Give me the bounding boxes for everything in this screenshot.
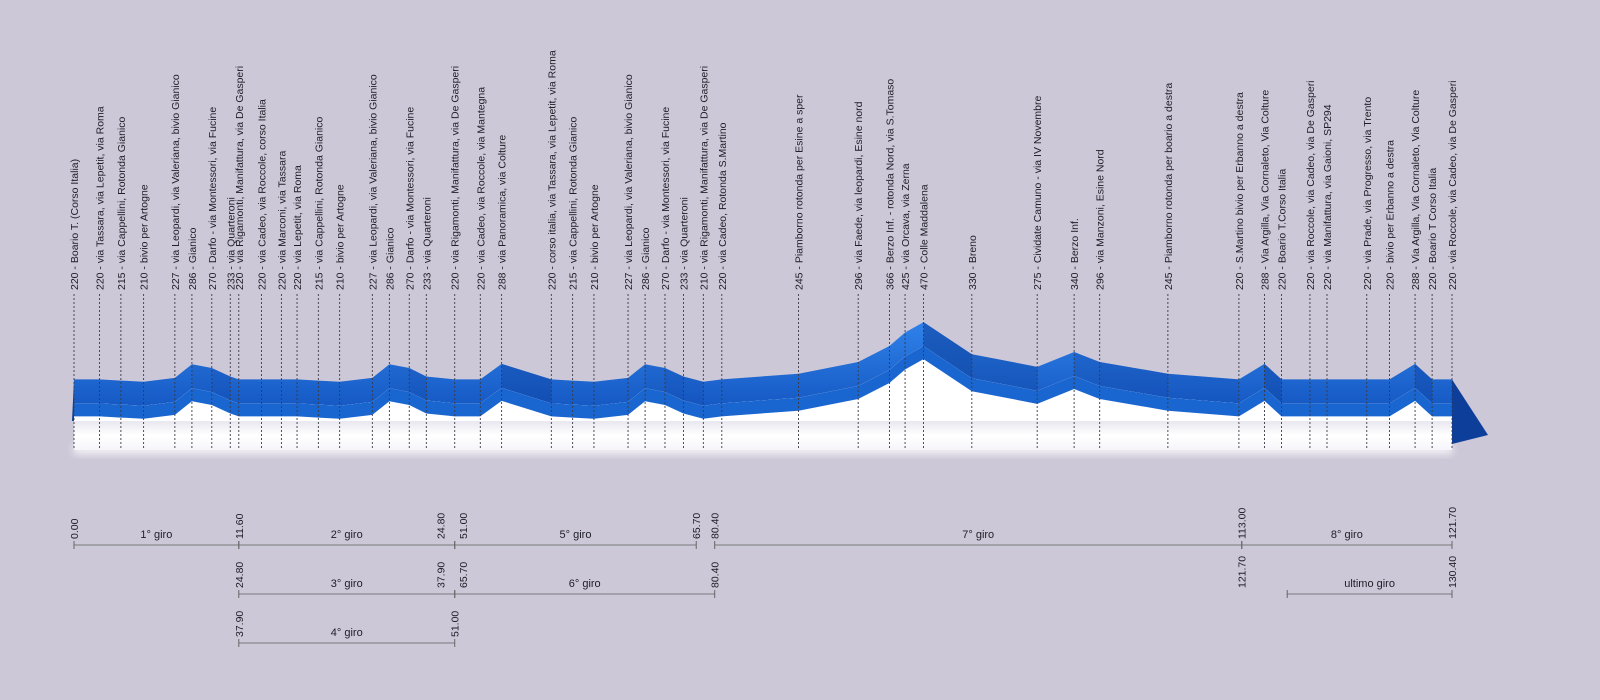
waypoint-label: 233 - via Quarteroni: [421, 197, 433, 290]
waypoint-label: 270 - Darfo - via Montessori, via Fucine: [207, 107, 219, 290]
profile-shade-facet: [971, 354, 1038, 391]
lap-name: 7° giro: [962, 529, 994, 541]
profile-shade-facet: [1167, 373, 1239, 404]
waypoint-label: 220 - corso italia, via Tassara, via Lep…: [546, 50, 558, 290]
km-marker: 51.00: [458, 513, 470, 539]
waypoint-label: 275 - Cividate Camuno - via IV Novembre: [1032, 96, 1044, 290]
waypoint-label: 220 - Boario T Corso Italia: [1427, 168, 1439, 290]
km-marker: 65.70: [458, 562, 470, 588]
km-marker: 121.70: [1237, 556, 1249, 588]
waypoint-label: 220 - Boario T.Corso Italia: [1277, 169, 1289, 290]
profile-shade-facet: [211, 367, 231, 401]
waypoint-label: 233 - via Quarteroni: [225, 197, 237, 290]
profile-shade-facet: [664, 367, 684, 401]
km-marker: 80.40: [710, 513, 722, 539]
waypoint-label: 340 - Berzo Inf.: [1069, 218, 1081, 290]
profile-shade-facet: [923, 322, 972, 379]
km-marker: 24.80: [234, 562, 246, 588]
waypoint-label: 220 - via Tassara, via Lepetit, via Roma: [95, 106, 107, 290]
km-marker: 0.00: [69, 518, 81, 539]
profile-shade-facet: [645, 364, 665, 392]
waypoint-label: 286 - Gianico: [384, 227, 396, 290]
profile-end-cap: [1452, 379, 1488, 444]
waypoint-label: 220 - via Lepetit, via Roma: [292, 165, 304, 290]
lap-name: ultimo giro: [1344, 578, 1395, 590]
waypoint-label: 220 - via Manifattura, via Gaioni, SP294: [1322, 104, 1334, 290]
profile-shade-facet: [1099, 362, 1168, 398]
profile-shade-facet: [501, 363, 552, 404]
waypoint-label: 220 - via Cadeo, via Roccole, via Manteg…: [475, 87, 487, 290]
profile-shade-facet: [1415, 363, 1433, 404]
waypoint-label: 245 - Piamborno rotonda per Esine a sper: [794, 94, 806, 290]
lap-name: 4° giro: [331, 627, 363, 639]
profile-front-band: [74, 346, 1452, 419]
lap-name: 5° giro: [560, 529, 592, 541]
waypoint-label: 288 - via Panoramica, via Colture: [497, 135, 509, 290]
km-marker: 121.70: [1447, 507, 1459, 539]
waypoint-label: 227 - via Leopardi, via Valeriana, bivio…: [623, 74, 635, 290]
lap-name: 3° giro: [331, 578, 363, 590]
waypoint-label: 215 - via Cappellini, Rotonda Gianico: [568, 116, 580, 290]
waypoint-label: 366 - Berzo Inf. - rotonda Nord, via S.T…: [884, 79, 896, 290]
waypoint-label: 210 - bivio per Artogne: [335, 184, 347, 290]
waypoint-label: 330 - Breno: [967, 235, 979, 290]
waypoint-label: 270 - Darfo - via Montessori, via Fucine: [660, 107, 672, 290]
km-marker: 113.00: [1237, 508, 1249, 539]
waypoint-label: 220 - via Rigamonti, Manifattura, via De…: [450, 66, 462, 290]
lap-name: 2° giro: [331, 529, 363, 541]
waypoint-label: 220 - via Cadeo, via Roccole, corso Ital…: [257, 99, 269, 290]
waypoint-label: 227 - via Leopardi, via Valeriana, bivio…: [170, 74, 182, 290]
waypoint-label: 220 - bivio per Erbanno a destra: [1384, 140, 1396, 290]
waypoint-label: 286 - Gianico: [187, 227, 199, 290]
lap-name: 8° giro: [1331, 529, 1363, 541]
profile-shade-facet: [1264, 363, 1282, 404]
profile-shade-facet: [191, 364, 212, 392]
waypoint-label: 215 - via Cappellini, Rotonda Gianico: [313, 116, 325, 290]
waypoint-label: 220 - via Rigamonti, Manifattura, via De…: [234, 66, 246, 290]
waypoint-label: 296 - via Manzoni, Esine Nord: [1095, 149, 1107, 290]
profile-top-surface: [74, 322, 1452, 406]
waypoint-label: 220 - via Roccole, via Cadeo, via De Gas…: [1305, 80, 1317, 290]
lap-name: 6° giro: [569, 578, 601, 590]
km-marker: 37.90: [436, 562, 448, 588]
waypoint-label: 220 - via Marconi, via Tassara: [276, 151, 288, 290]
waypoint-label: 227 - via Leopardi, via Valeriana, bivio…: [367, 74, 379, 290]
waypoint-label: 220 - Boario T. (Corso Italia): [69, 159, 81, 290]
profile-shade-facet: [389, 364, 410, 392]
waypoint-label: 210 - bivio per Artogne: [589, 184, 601, 290]
profile-shade-facet: [683, 376, 704, 406]
km-marker: 51.00: [450, 611, 462, 637]
waypoint-label: 210 - bivio per Artogne: [139, 184, 151, 290]
waypoint-label: 425 - via Orcava, via Zerna: [900, 163, 912, 290]
waypoint-label: 288 - Via Argilla, Via Cornaleto, Via Co…: [1410, 90, 1422, 290]
waypoint-label: 296 - via Faede, via leopardi, Esine nor…: [853, 101, 865, 290]
km-marker: 11.60: [234, 513, 246, 539]
waypoint-label: 210 - via Rigamonti, Manifattura, via De…: [698, 66, 710, 290]
waypoint-label: 215 - via Cappellini, Rotonda Gianico: [116, 116, 128, 290]
km-marker: 65.70: [691, 513, 703, 539]
km-marker: 130.40: [1447, 556, 1459, 588]
profile-shade-facet: [1074, 351, 1100, 387]
waypoint-label: 220 - S.Martino bivio per Erbanno a dest…: [1234, 92, 1246, 290]
waypoint-label: 288 - Via Argilla, Via Cornaleto, Via Co…: [1259, 90, 1271, 290]
waypoint-label: 470 - Colle Maddalena: [919, 184, 931, 290]
profile-shade-facet: [409, 367, 427, 401]
waypoint-label: 220 - via Prade, via Progresso, via Tren…: [1362, 97, 1374, 290]
km-marker: 24.80: [436, 513, 448, 539]
waypoint-label: 220 - via Cadeo, Rotonda S.Martino: [717, 122, 729, 290]
lap-name: 1° giro: [140, 529, 172, 541]
waypoint-label: 233 - via Quarteroni: [678, 197, 690, 290]
waypoint-label: 220 - via Roccole, via Cadeo, via De Gas…: [1447, 80, 1459, 290]
km-marker: 80.40: [710, 562, 722, 588]
km-marker: 37.90: [234, 611, 246, 637]
profile-base: [74, 421, 1452, 450]
profile-start-cap: [72, 379, 74, 421]
waypoint-label: 270 - Darfo - via Montessori, via Fucine: [404, 107, 416, 290]
waypoint-label: 245 - Piamborno rotonda per boario a des…: [1163, 83, 1175, 290]
waypoint-label: 286 - Gianico: [640, 227, 652, 290]
